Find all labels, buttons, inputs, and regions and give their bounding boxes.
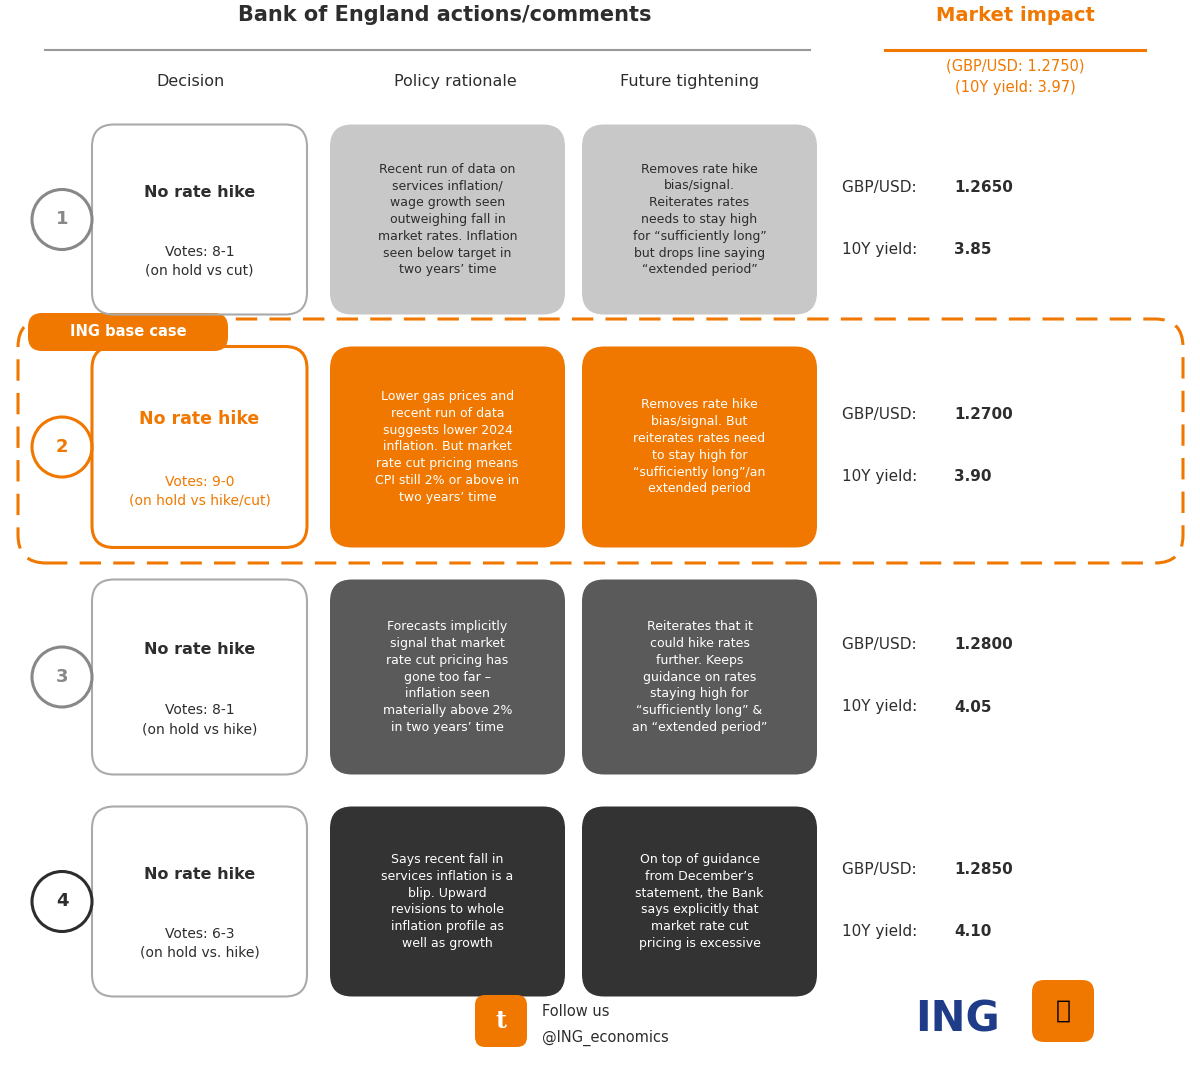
Text: Policy rationale: Policy rationale: [394, 74, 516, 89]
FancyBboxPatch shape: [582, 347, 817, 547]
Text: Future tightening: Future tightening: [620, 74, 760, 89]
Text: 10Y yield:: 10Y yield:: [842, 470, 922, 485]
Text: 1.2700: 1.2700: [954, 407, 1013, 422]
Text: Removes rate hike
bias/signal. But
reiterates rates need
to stay high for
“suffi: Removes rate hike bias/signal. But reite…: [634, 398, 766, 495]
Text: No rate hike: No rate hike: [144, 642, 256, 657]
Text: GBP/USD:: GBP/USD:: [842, 407, 922, 422]
Text: 🦁: 🦁: [1056, 999, 1070, 1023]
Text: 3.90: 3.90: [954, 470, 991, 485]
Text: Says recent fall in
services inflation is a
blip. Upward
revisions to whole
infl: Says recent fall in services inflation i…: [382, 853, 514, 950]
FancyBboxPatch shape: [330, 579, 565, 774]
Text: GBP/USD:: GBP/USD:: [842, 862, 922, 877]
Text: Forecasts implicitly
signal that market
rate cut pricing has
gone too far –
infl: Forecasts implicitly signal that market …: [383, 620, 512, 733]
Text: ING: ING: [916, 998, 1000, 1040]
Text: Reiterates that it
could hike rates
further. Keeps
guidance on rates
staying hig: Reiterates that it could hike rates furt…: [632, 620, 767, 733]
Text: GBP/USD:: GBP/USD:: [842, 638, 922, 653]
Text: Bank of England actions/comments: Bank of England actions/comments: [239, 5, 652, 25]
Text: Votes: 9-0
(on hold vs hike/cut): Votes: 9-0 (on hold vs hike/cut): [128, 475, 270, 507]
Text: Votes: 8-1
(on hold vs hike): Votes: 8-1 (on hold vs hike): [142, 703, 257, 737]
FancyBboxPatch shape: [330, 125, 565, 314]
Text: Market impact: Market impact: [936, 6, 1094, 25]
Text: Votes: 8-1
(on hold vs cut): Votes: 8-1 (on hold vs cut): [145, 244, 253, 278]
Text: GBP/USD:: GBP/USD:: [842, 180, 922, 195]
Text: Lower gas prices and
recent run of data
suggests lower 2024
inflation. But marke: Lower gas prices and recent run of data …: [376, 390, 520, 504]
Text: 1: 1: [55, 210, 68, 228]
Text: 10Y yield:: 10Y yield:: [842, 924, 922, 939]
Text: Removes rate hike
bias/signal.
Reiterates rates
needs to stay high
for “sufficie: Removes rate hike bias/signal. Reiterate…: [632, 163, 767, 277]
Text: 3.85: 3.85: [954, 242, 991, 257]
Text: Recent run of data on
services inflation/
wage growth seen
outweighing fall in
m: Recent run of data on services inflation…: [378, 163, 517, 277]
Text: 4: 4: [55, 893, 68, 910]
Text: 1.2850: 1.2850: [954, 862, 1013, 877]
Text: No rate hike: No rate hike: [144, 185, 256, 200]
Text: ING base case: ING base case: [70, 324, 186, 339]
Text: 1.2650: 1.2650: [954, 180, 1013, 195]
FancyBboxPatch shape: [582, 579, 817, 774]
Text: 1.2800: 1.2800: [954, 638, 1013, 653]
FancyBboxPatch shape: [582, 125, 817, 314]
Text: No rate hike: No rate hike: [144, 867, 256, 882]
FancyBboxPatch shape: [330, 347, 565, 547]
Text: 3: 3: [55, 668, 68, 686]
Text: t: t: [496, 1009, 506, 1033]
Text: 4.05: 4.05: [954, 699, 991, 714]
Text: No rate hike: No rate hike: [139, 410, 259, 428]
FancyBboxPatch shape: [1032, 980, 1094, 1043]
Text: 10Y yield:: 10Y yield:: [842, 242, 922, 257]
Text: Votes: 6-3
(on hold vs. hike): Votes: 6-3 (on hold vs. hike): [139, 927, 259, 960]
Text: 10Y yield:: 10Y yield:: [842, 699, 922, 714]
Text: @ING_economics: @ING_economics: [542, 1030, 668, 1046]
FancyBboxPatch shape: [330, 807, 565, 996]
FancyBboxPatch shape: [475, 995, 527, 1047]
FancyBboxPatch shape: [28, 313, 228, 351]
Text: Follow us: Follow us: [542, 1004, 610, 1019]
FancyBboxPatch shape: [582, 807, 817, 996]
Text: 4.10: 4.10: [954, 924, 991, 939]
Text: Decision: Decision: [156, 74, 224, 89]
Text: On top of guidance
from December’s
statement, the Bank
says explicitly that
mark: On top of guidance from December’s state…: [635, 853, 763, 950]
Text: (GBP/USD: 1.2750)
(10Y yield: 3.97): (GBP/USD: 1.2750) (10Y yield: 3.97): [946, 59, 1085, 95]
Text: 2: 2: [55, 438, 68, 456]
